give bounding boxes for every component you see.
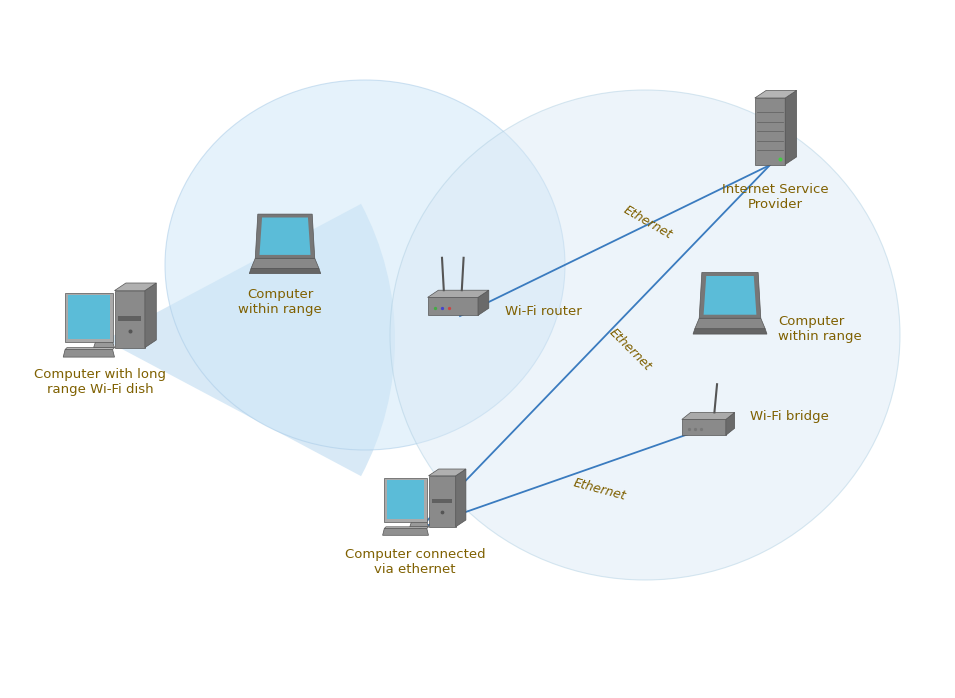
Polygon shape	[456, 469, 466, 527]
Polygon shape	[255, 214, 315, 258]
Polygon shape	[428, 297, 478, 315]
Polygon shape	[251, 258, 319, 269]
Polygon shape	[384, 527, 429, 528]
Polygon shape	[699, 272, 761, 318]
Polygon shape	[726, 413, 734, 436]
Polygon shape	[693, 329, 767, 334]
Polygon shape	[704, 276, 756, 315]
Polygon shape	[94, 342, 115, 348]
Polygon shape	[754, 98, 785, 165]
Polygon shape	[115, 283, 157, 290]
Polygon shape	[260, 218, 310, 255]
Text: Ethernet: Ethernet	[572, 477, 627, 503]
Polygon shape	[754, 91, 796, 98]
Polygon shape	[682, 419, 726, 436]
Polygon shape	[682, 413, 734, 419]
Polygon shape	[429, 476, 456, 527]
Text: Ethernet: Ethernet	[606, 326, 653, 373]
Polygon shape	[410, 521, 429, 527]
Ellipse shape	[390, 90, 900, 580]
Polygon shape	[249, 269, 321, 274]
Polygon shape	[118, 316, 141, 321]
Polygon shape	[65, 292, 113, 342]
Text: Computer connected
via ethernet: Computer connected via ethernet	[345, 548, 485, 576]
Wedge shape	[105, 204, 395, 476]
Text: Wi-Fi bridge: Wi-Fi bridge	[750, 410, 829, 423]
Text: Computer
within range: Computer within range	[778, 315, 861, 343]
Text: Ethernet: Ethernet	[622, 203, 674, 241]
Polygon shape	[115, 290, 145, 348]
Polygon shape	[384, 477, 427, 521]
Text: Wi-Fi router: Wi-Fi router	[505, 305, 582, 318]
Polygon shape	[383, 528, 429, 535]
Polygon shape	[478, 290, 489, 315]
Polygon shape	[145, 283, 157, 348]
Text: Computer
within range: Computer within range	[238, 288, 322, 316]
Polygon shape	[68, 295, 110, 339]
Text: Internet Service
Provider: Internet Service Provider	[722, 183, 828, 211]
Text: Computer with long
range Wi-Fi dish: Computer with long range Wi-Fi dish	[34, 368, 166, 396]
Polygon shape	[428, 290, 489, 297]
Polygon shape	[695, 318, 765, 329]
Polygon shape	[785, 91, 796, 165]
Polygon shape	[65, 348, 115, 350]
Ellipse shape	[165, 80, 565, 450]
Polygon shape	[63, 350, 115, 357]
Polygon shape	[387, 480, 424, 519]
Polygon shape	[429, 469, 466, 476]
Polygon shape	[432, 499, 453, 503]
